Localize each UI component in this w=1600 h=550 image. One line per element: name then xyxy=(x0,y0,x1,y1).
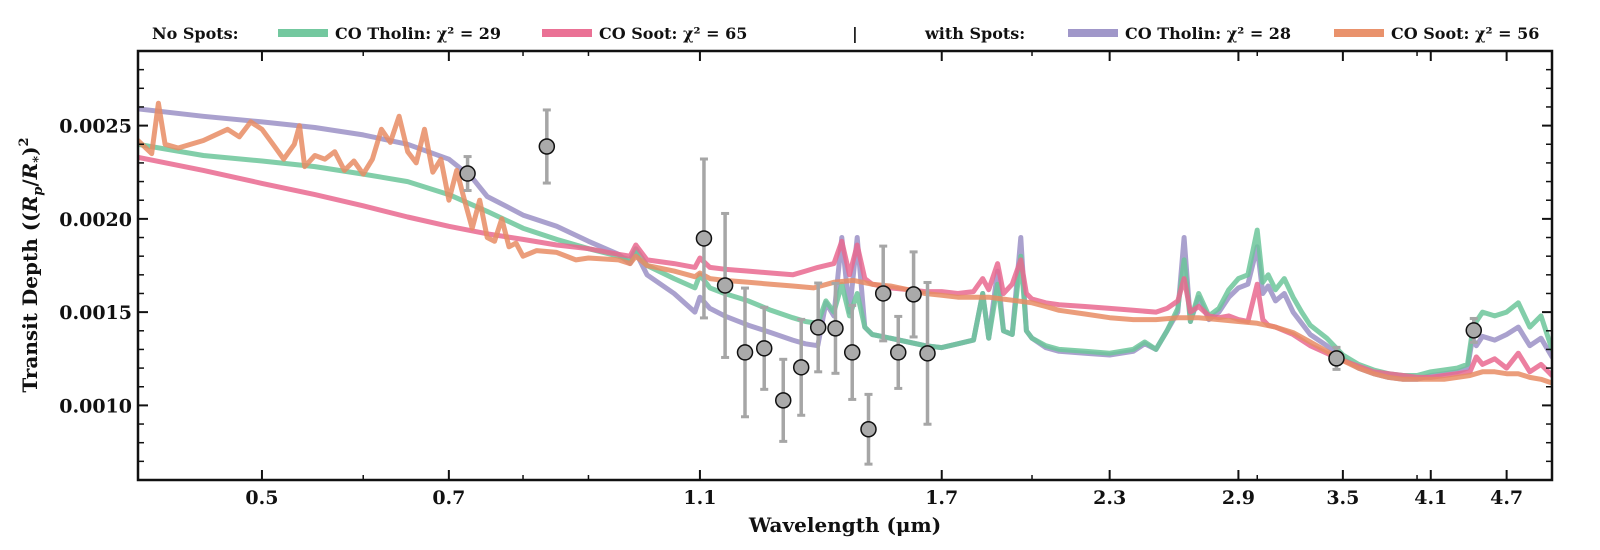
data-point-marker xyxy=(755,340,773,357)
data-point-marker xyxy=(874,285,892,302)
y-tick-label: 0.0020 xyxy=(59,209,132,231)
data-point-marker xyxy=(860,421,877,438)
data-point xyxy=(774,357,792,443)
data-point-marker xyxy=(736,344,754,361)
data-point xyxy=(860,392,877,466)
legend-separator: | xyxy=(852,24,858,43)
data-point xyxy=(695,157,713,320)
data-point xyxy=(736,286,754,419)
legend-group-title-no-spots: No Spots: xyxy=(152,24,239,43)
series-line-nospots-soot xyxy=(138,154,1552,380)
data-point-marker xyxy=(1328,350,1345,367)
legend-label-spots-soot: CO Soot: χ² = 56 xyxy=(1391,24,1539,43)
series-line-spots-tholin xyxy=(138,106,1552,382)
data-point xyxy=(1465,316,1483,344)
y-axis-label-rp: R xyxy=(18,196,42,214)
x-tick-label: 1.1 xyxy=(683,487,716,509)
x-tick-label: 3.5 xyxy=(1326,487,1359,509)
series-layer xyxy=(138,100,1552,386)
y-tick-label: 0.0010 xyxy=(59,395,132,417)
legend-swatch-spots-soot xyxy=(1334,29,1384,37)
y-axis-label-sub-p: p xyxy=(31,187,46,196)
data-point xyxy=(809,281,827,374)
x-tick-label: 2.9 xyxy=(1222,487,1255,509)
legend-label-nospots-soot: CO Soot: χ² = 65 xyxy=(599,24,747,43)
data-point xyxy=(459,155,476,193)
plot-frame xyxy=(136,49,1554,482)
x-tick-label: 4.7 xyxy=(1490,487,1523,509)
data-point-marker xyxy=(843,344,861,361)
data-point-marker xyxy=(827,320,844,337)
x-tick-label: 1.7 xyxy=(925,487,958,509)
data-point-marker xyxy=(1465,322,1483,339)
ticks-layer: 0.5 0.7 1.1 1.7 2.3 2.9 3.5 4.1 4.7 0.0010 0.0015 0… xyxy=(59,51,1552,509)
y-axis-label: Transit Depth ((Rp/R*)2 xyxy=(17,137,46,392)
y-axis-label-close: ) xyxy=(18,146,42,155)
x-tick-label: 4.1 xyxy=(1414,487,1447,509)
data-point-marker xyxy=(890,344,907,361)
data-point xyxy=(890,314,907,390)
y-axis-label-prefix: Transit Depth (( xyxy=(18,212,42,392)
observations-layer xyxy=(459,108,1483,466)
x-tick-label: 0.5 xyxy=(245,487,278,509)
y-axis-label-rs: R xyxy=(18,163,42,181)
data-point-marker xyxy=(809,319,827,336)
data-point xyxy=(538,108,556,185)
legend: No Spots: CO Tholin: χ² = 29 CO Soot: χ²… xyxy=(152,24,1539,43)
data-point xyxy=(755,305,773,391)
x-axis-label: Wavelength (μm) xyxy=(748,513,941,537)
data-point xyxy=(716,211,734,359)
y-tick-label: 0.0015 xyxy=(59,302,132,324)
data-point xyxy=(919,280,936,426)
data-point xyxy=(843,303,861,401)
legend-label-spots-tholin: CO Tholin: χ² = 28 xyxy=(1125,24,1291,43)
data-point-marker xyxy=(695,230,713,247)
data-point-marker xyxy=(538,138,556,155)
data-point-marker xyxy=(792,359,810,376)
x-tick-label: 2.3 xyxy=(1093,487,1126,509)
data-point-marker xyxy=(919,345,936,362)
data-point xyxy=(792,317,810,417)
y-axis-label-sup-2: 2 xyxy=(17,137,32,146)
data-point-marker xyxy=(716,277,734,294)
data-point xyxy=(827,281,844,375)
x-tick-label: 0.7 xyxy=(432,487,465,509)
data-point-marker xyxy=(905,286,922,303)
y-tick-label: 0.0025 xyxy=(59,116,132,138)
data-point xyxy=(905,250,922,339)
data-point-marker xyxy=(774,392,792,409)
data-point-marker xyxy=(459,165,476,182)
legend-swatch-nospots-tholin xyxy=(278,29,328,37)
legend-group-title-with-spots: with Spots: xyxy=(924,24,1025,43)
data-point xyxy=(1328,345,1345,371)
legend-swatch-spots-tholin xyxy=(1068,29,1118,37)
legend-label-nospots-tholin: CO Tholin: χ² = 29 xyxy=(335,24,501,43)
data-point xyxy=(874,244,892,343)
y-axis-label-slash: / xyxy=(18,179,42,187)
y-axis-label-sub-star: * xyxy=(31,156,46,163)
legend-swatch-nospots-soot xyxy=(542,29,592,37)
series-line-spots-soot xyxy=(138,100,1552,386)
